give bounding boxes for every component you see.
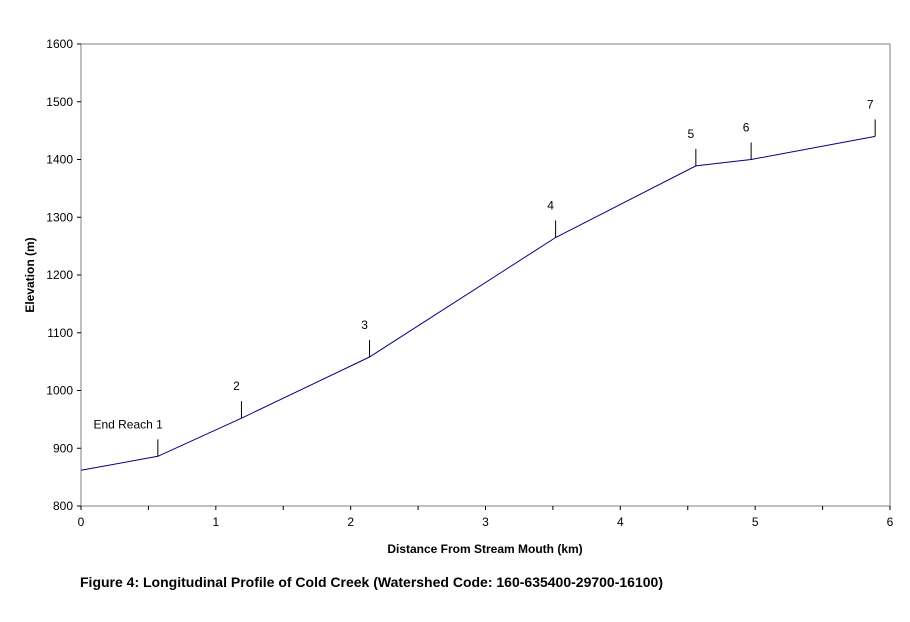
x-tick-label: 2 bbox=[347, 515, 354, 529]
elevation-profile-line bbox=[80, 135, 876, 471]
reach-marker-label: 7 bbox=[867, 97, 874, 111]
figure-caption: Figure 4: Longitudinal Profile of Cold C… bbox=[80, 574, 663, 590]
x-tick-label: 0 bbox=[78, 515, 85, 529]
x-tick-label: 6 bbox=[887, 515, 894, 529]
x-tick-label: 5 bbox=[752, 515, 759, 529]
profile-chart: 800 900 1000 1100 1200 1300 1400 1500 1600 0 1 2 3 4… bbox=[23, 37, 894, 556]
y-tick-label: 800 bbox=[53, 499, 73, 513]
x-tick-label: 3 bbox=[482, 515, 489, 529]
x-axis-title: Distance From Stream Mouth (km) bbox=[387, 542, 582, 556]
reach-marker-label: 5 bbox=[687, 127, 694, 141]
y-tick-label: 1000 bbox=[46, 384, 73, 398]
reach-marker-label: 3 bbox=[361, 318, 368, 332]
y-tick-label: 900 bbox=[53, 441, 73, 455]
y-tick-label: 1600 bbox=[46, 37, 73, 51]
x-tick-label: 1 bbox=[212, 515, 219, 529]
reach-marker-label: 4 bbox=[547, 198, 554, 212]
y-tick-label: 1100 bbox=[47, 326, 73, 340]
reach-marker-label: 6 bbox=[743, 121, 750, 135]
plot-frame bbox=[80, 43, 891, 507]
reach-marker-label: End Reach 1 bbox=[93, 417, 163, 431]
x-tick-label: 4 bbox=[617, 515, 624, 529]
y-tick-label: 1500 bbox=[46, 95, 73, 109]
reach-marker-label: 2 bbox=[233, 379, 240, 393]
x-axis: 0 1 2 3 4 5 6 bbox=[78, 506, 894, 529]
reach-markers: End Reach 1 2 3 4 5 6 7 bbox=[93, 97, 876, 457]
y-tick-label: 1200 bbox=[46, 268, 73, 282]
y-axis-title: Elevation (m) bbox=[23, 237, 37, 312]
y-tick-label: 1400 bbox=[46, 153, 73, 167]
y-tick-label: 1300 bbox=[46, 210, 73, 224]
y-axis: 800 900 1000 1100 1200 1300 1400 1500 1600 bbox=[46, 37, 81, 513]
